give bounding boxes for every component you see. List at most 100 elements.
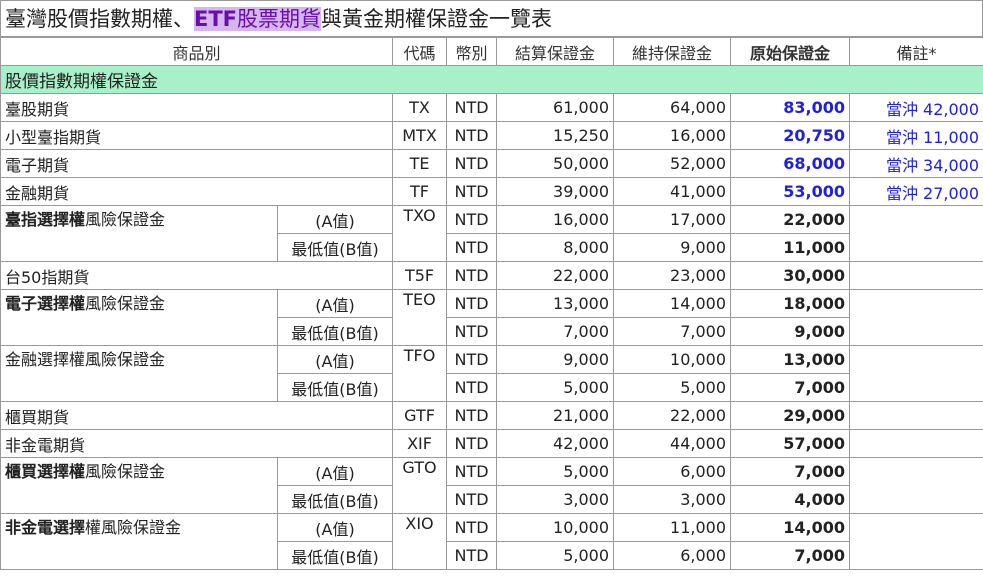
product-code: XIF <box>392 429 448 458</box>
title-suffix: 與黃金期權保證金一覽表 <box>321 7 553 31</box>
option-name: 臺指選擇權風險保證金 <box>0 205 278 262</box>
maintenance-margin: 17,000 <box>613 205 732 234</box>
table-header: 商品別 代碼 幣別 結算保證金 維持保證金 原始保證金 備註* <box>0 37 983 66</box>
original-margin: 20,750 <box>730 121 851 150</box>
maintenance-margin: 44,000 <box>613 429 732 458</box>
remark-empty <box>849 513 983 570</box>
product-code: TE <box>392 149 448 178</box>
maintenance-margin: 9,000 <box>613 233 732 262</box>
title-highlight[interactable]: ETF股票期貨 <box>194 7 322 31</box>
header-remark: 備註* <box>849 37 983 66</box>
a-value-label: (A值) <box>276 289 394 318</box>
maintenance-margin: 11,000 <box>613 513 732 542</box>
product-name: 小型臺指期貨 <box>0 121 394 150</box>
table-row: 電子期貨 TE NTD 50,000 52,000 68,000 當沖 34,0… <box>0 149 983 178</box>
product-name: 金融期貨 <box>0 177 394 206</box>
currency: NTD <box>446 485 498 514</box>
table-row: 金融期貨 TF NTD 39,000 41,000 53,000 當沖 27,0… <box>0 177 983 206</box>
maintenance-margin: 22,000 <box>613 401 732 430</box>
remark-empty <box>849 401 983 430</box>
header-maintenance: 維持保證金 <box>613 37 732 66</box>
option-name: 非金電選擇權風險保證金 <box>0 513 278 570</box>
table-row: 最低值(B值) NTD 8,000 9,000 11,000 <box>1 233 983 262</box>
settlement-margin: 22,000 <box>496 261 615 290</box>
remark-empty <box>849 429 983 458</box>
a-value-label: (A值) <box>276 205 394 234</box>
settlement-margin: 21,000 <box>496 401 615 430</box>
table-row: 櫃買選擇權風險保證金 (A值) GTO NTD 5,000 6,000 7,00… <box>0 457 983 514</box>
a-value-label: (A值) <box>276 513 394 542</box>
settlement-margin: 8,000 <box>496 233 615 262</box>
currency: NTD <box>446 317 498 346</box>
product-code: TX <box>392 93 448 122</box>
product-name: 台50指期貨 <box>0 261 394 290</box>
table-row: 電子選擇權風險保證金 (A值) TEO NTD 13,000 14,000 18… <box>0 289 983 346</box>
original-margin: 7,000 <box>730 457 851 486</box>
settlement-margin: 42,000 <box>496 429 615 458</box>
title-highlight-cjk: 股票期貨 <box>237 7 322 31</box>
b-value-label: 最低值(B值) <box>276 485 394 514</box>
settlement-margin: 3,000 <box>496 485 615 514</box>
table-row: 最低值(B值) NTD 5,000 6,000 7,000 <box>1 541 983 570</box>
header-product: 商品別 <box>0 37 394 66</box>
currency: NTD <box>446 373 498 402</box>
table-row: 櫃買期貨 GTF NTD 21,000 22,000 29,000 <box>0 401 983 430</box>
currency: NTD <box>446 149 498 178</box>
product-code: GTF <box>392 401 448 430</box>
a-value-label: (A值) <box>276 345 394 374</box>
section-title: 股價指數期權保證金 <box>0 65 983 94</box>
header-currency: 幣別 <box>446 37 498 66</box>
product-code: TEO <box>392 289 448 346</box>
maintenance-margin: 6,000 <box>613 457 732 486</box>
b-value-label: 最低值(B值) <box>276 233 394 262</box>
product-name: 電子期貨 <box>0 149 394 178</box>
header-original: 原始保證金 <box>730 37 851 66</box>
remark-note: 當沖 42,000 <box>849 93 983 122</box>
currency: NTD <box>446 429 498 458</box>
table-row: 臺股期貨 TX NTD 61,000 64,000 83,000 當沖 42,0… <box>0 93 983 122</box>
product-code: T5F <box>392 261 448 290</box>
original-margin: 22,000 <box>730 205 851 234</box>
title-highlight-latin: ETF <box>194 7 238 31</box>
table-row: 最低值(B值) NTD 3,000 3,000 4,000 <box>1 485 983 514</box>
table-row: 非金電選擇權風險保證金 (A值) XIO NTD 10,000 11,000 1… <box>0 513 983 570</box>
maintenance-margin: 3,000 <box>613 485 732 514</box>
currency: NTD <box>446 93 498 122</box>
maintenance-margin: 64,000 <box>613 93 732 122</box>
table-row: 金融選擇權風險保證金 (A值) TFO NTD 9,000 10,000 13,… <box>0 345 983 402</box>
remark-note: 當沖 27,000 <box>849 177 983 206</box>
original-margin: 4,000 <box>730 485 851 514</box>
b-value-label: 最低值(B值) <box>276 541 394 570</box>
currency: NTD <box>446 345 498 374</box>
settlement-margin: 7,000 <box>496 317 615 346</box>
original-margin: 7,000 <box>730 373 851 402</box>
product-code: TFO <box>392 345 448 402</box>
table-row: 非金電期貨 XIF NTD 42,000 44,000 57,000 <box>0 429 983 458</box>
maintenance-margin: 6,000 <box>613 541 732 570</box>
product-name: 非金電期貨 <box>0 429 394 458</box>
remark-empty <box>849 345 983 402</box>
original-margin: 83,000 <box>730 93 851 122</box>
settlement-margin: 13,000 <box>496 289 615 318</box>
header-code: 代碼 <box>392 37 448 66</box>
product-code: MTX <box>392 121 448 150</box>
currency: NTD <box>446 205 498 234</box>
remark-empty <box>849 205 983 262</box>
settlement-margin: 50,000 <box>496 149 615 178</box>
remark-note: 當沖 11,000 <box>849 121 983 150</box>
currency: NTD <box>446 513 498 542</box>
settlement-margin: 5,000 <box>496 457 615 486</box>
table-row: 台50指期貨 T5F NTD 22,000 23,000 30,000 <box>0 261 983 290</box>
table-row: 臺指選擇權風險保證金 (A值) TXO NTD 16,000 17,000 22… <box>0 205 983 262</box>
option-name: 電子選擇權風險保證金 <box>0 289 278 346</box>
maintenance-margin: 7,000 <box>613 317 732 346</box>
section-row: 股價指數期權保證金 <box>0 65 983 94</box>
currency: NTD <box>446 177 498 206</box>
remark-empty <box>849 457 983 514</box>
original-margin: 68,000 <box>730 149 851 178</box>
settlement-margin: 5,000 <box>496 373 615 402</box>
currency: NTD <box>446 541 498 570</box>
table-row: 最低值(B值) NTD 5,000 5,000 7,000 <box>1 373 983 402</box>
settlement-margin: 10,000 <box>496 513 615 542</box>
